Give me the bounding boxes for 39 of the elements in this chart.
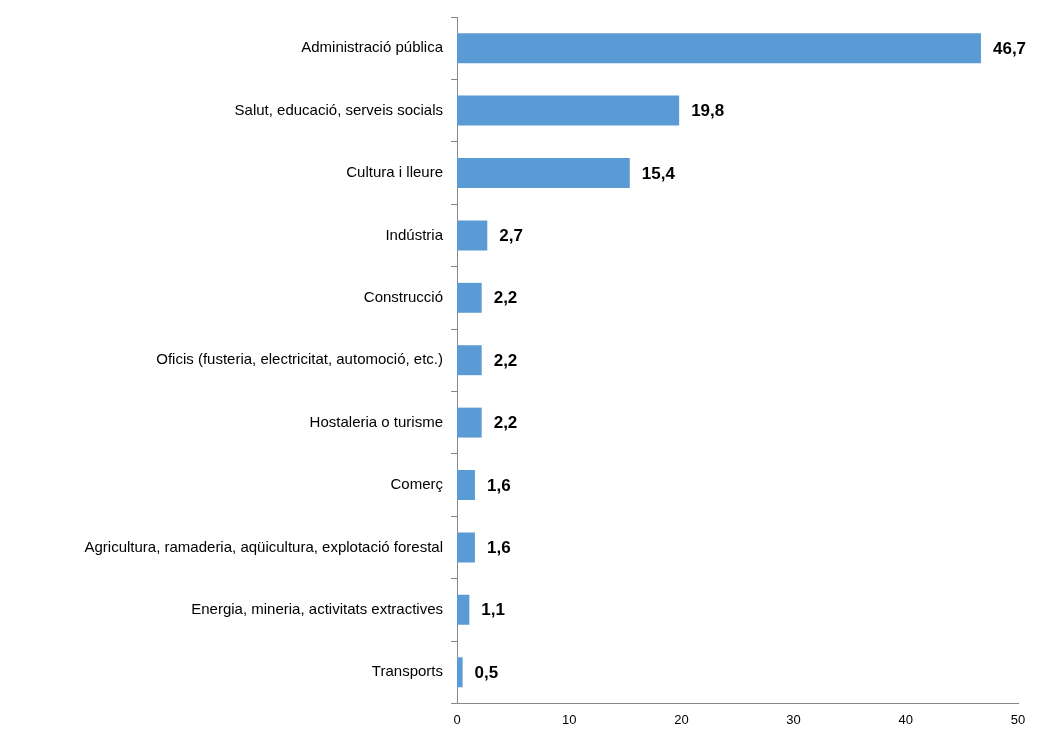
bar [457, 407, 482, 438]
y-tick-label: Construcció [363, 287, 443, 305]
data-label: 46,7 [992, 38, 1027, 58]
y-tick-label: Hostaleria o turisme [309, 412, 443, 430]
y-tick-label: Agricultura, ramaderia, aqüicultura, explotació forestal [84, 537, 443, 555]
x-tick-label: 40 [898, 711, 914, 727]
y-tick-label: Energia, mineria, activitats extractives [191, 599, 443, 617]
data-label: 1,6 [486, 538, 511, 558]
bar [457, 594, 470, 625]
y-tick-label: Transports [371, 662, 443, 680]
x-tick-label: 20 [674, 711, 689, 727]
bar [457, 470, 475, 500]
data-label: 1,6 [486, 475, 511, 495]
bar [457, 532, 475, 563]
bar [457, 220, 488, 251]
bar [457, 95, 680, 126]
x-tick-label: 30 [786, 711, 801, 727]
bar [457, 33, 981, 64]
data-label: 19,8 [691, 101, 725, 121]
x-tick-label: 50 [1010, 711, 1026, 727]
data-label: 0,5 [474, 662, 499, 682]
y-tick-label: Comerç [390, 475, 444, 493]
x-tick-label: 0 [453, 711, 461, 727]
x-tick-label: 10 [561, 711, 577, 727]
data-label: 2,2 [493, 350, 518, 370]
bar [457, 657, 463, 688]
bar [457, 158, 630, 188]
y-tick-label: Oficis (fusteria, electricitat, automoció, etc.) [156, 350, 443, 368]
data-label: 2,2 [493, 413, 518, 433]
y-tick-label: Salut, educació, serveis socials [234, 100, 443, 118]
y-tick-label: Administració pública [301, 38, 444, 56]
y-tick-label: Cultura i lleure [346, 163, 443, 181]
bar [457, 345, 482, 376]
data-label: 2,2 [493, 288, 518, 308]
y-tick-label: Indústria [385, 225, 444, 243]
data-label: 2,7 [499, 226, 523, 246]
bar [457, 282, 482, 313]
data-label: 1,1 [481, 600, 505, 620]
data-label: 15,4 [641, 163, 676, 183]
